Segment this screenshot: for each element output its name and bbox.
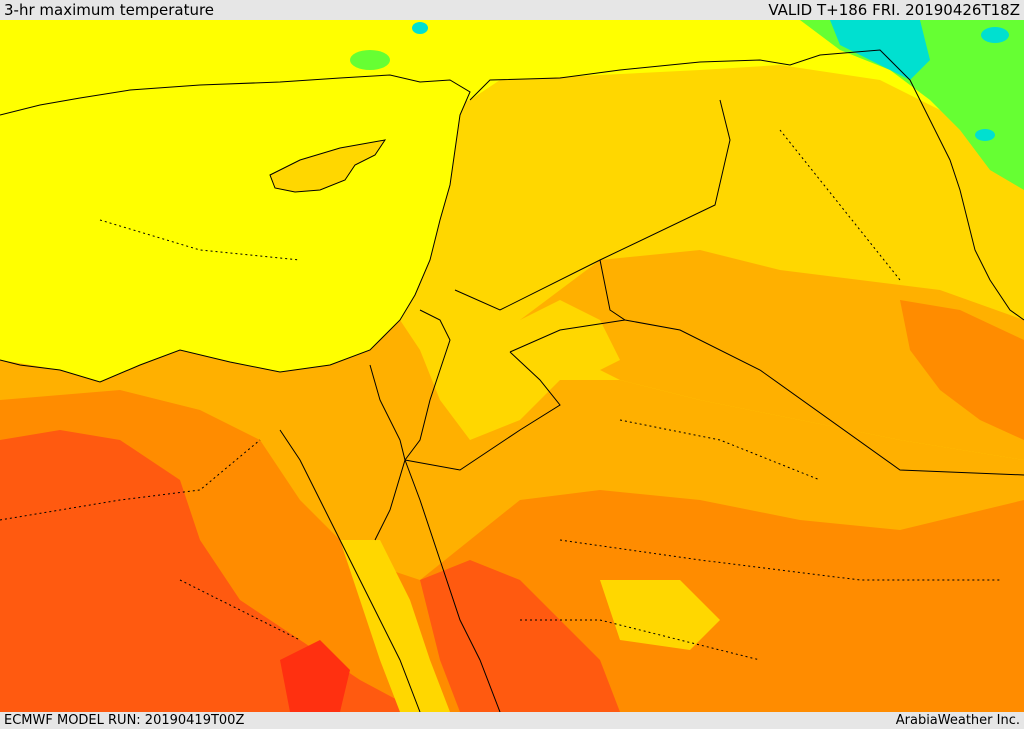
map-canvas — [0, 20, 1024, 712]
warm-patch — [520, 300, 620, 380]
country-borders — [0, 49, 1024, 712]
credit: ArabiaWeather Inc. — [895, 713, 1020, 728]
warm-strip-red-sea — [340, 540, 450, 712]
cool-green-spot — [412, 22, 428, 34]
cool-green-region — [800, 20, 1024, 190]
hot-region-arabia — [520, 250, 1024, 460]
model-run: ECMWF MODEL RUN: 20190419T00Z — [4, 713, 245, 728]
temperature-map[interactable] — [0, 20, 1024, 712]
hotter-region-east — [900, 300, 1024, 440]
province-borders — [0, 129, 1000, 661]
cool-cyan-spot — [981, 27, 1009, 43]
cyprus-island — [269, 139, 387, 193]
turkey-yellow-region — [0, 20, 1024, 180]
map-header: 3-hr maximum temperature VALID T+186 FRI… — [0, 0, 1024, 20]
valid-time: VALID T+186 FRI. 20190426T18Z — [768, 1, 1020, 19]
extreme-region — [280, 640, 350, 712]
warm-patch — [600, 580, 720, 650]
cool-cyan-spot — [975, 129, 995, 141]
map-footer: ECMWF MODEL RUN: 20190419T00Z ArabiaWeat… — [0, 712, 1024, 729]
hottest-region — [0, 430, 420, 712]
map-title: 3-hr maximum temperature — [4, 1, 215, 19]
cool-green-spot — [350, 50, 390, 70]
hottest-region-red-sea — [420, 560, 620, 712]
